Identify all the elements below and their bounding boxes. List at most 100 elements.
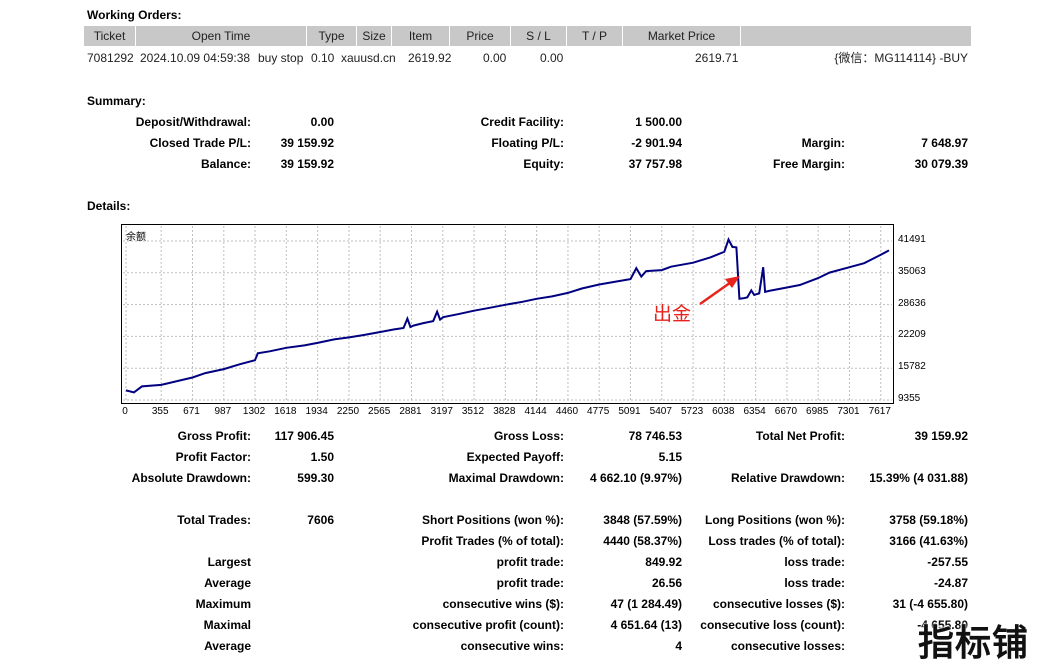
col-type[interactable]: Type xyxy=(307,26,357,46)
max-consecutive-wins-label: consecutive wins ($): xyxy=(442,597,564,611)
y-tick-label: 35063 xyxy=(898,265,926,277)
long-positions-label: Long Positions (won %): xyxy=(705,513,845,527)
balance-value: 39 159.92 xyxy=(280,157,334,171)
max-consecutive-losses-value: 31 (-4 655.80) xyxy=(892,597,968,611)
x-tick-label: 671 xyxy=(183,406,200,417)
order-sl: 0.00 xyxy=(483,51,507,65)
x-tick-label: 6354 xyxy=(743,406,766,417)
profit-factor-value: 1.50 xyxy=(310,450,334,464)
y-tick-label: 28636 xyxy=(898,297,926,309)
col-sl[interactable]: S / L xyxy=(511,26,567,46)
col-size[interactable]: Size xyxy=(357,26,392,46)
annotation-arrow xyxy=(699,276,740,306)
gross-profit-label: Gross Profit: xyxy=(177,429,251,443)
loss-trades-label: Loss trades (% of total): xyxy=(708,534,845,548)
max-consecutive-losses-label: consecutive losses ($): xyxy=(712,597,845,611)
avg-consecutive-losses-label: consecutive losses: xyxy=(730,639,845,653)
x-tick-label: 3512 xyxy=(461,406,485,417)
order-price: 2619.92 xyxy=(408,51,452,65)
relative-drawdown-label: Relative Drawdown: xyxy=(730,471,845,485)
absolute-drawdown-label: Absolute Drawdown: xyxy=(131,471,251,485)
largest-profit-label: profit trade: xyxy=(496,555,564,569)
summary-title: Summary: xyxy=(87,94,146,108)
profit-factor-label: Profit Factor: xyxy=(175,450,251,464)
maximal-consecutive-profit-label: consecutive profit (count): xyxy=(412,618,564,632)
col-comment[interactable] xyxy=(740,26,971,46)
total-net-profit-label: Total Net Profit: xyxy=(755,429,845,443)
order-comment: {微信：MG114114} -BUY xyxy=(834,51,968,65)
x-tick-label: 2565 xyxy=(368,406,391,417)
order-market-price: 2619.71 xyxy=(695,51,739,65)
floating-pl-value: -2 901.94 xyxy=(631,136,682,150)
closed-trade-pl-value: 39 159.92 xyxy=(280,136,334,150)
maximal-consecutive-profit-value: 4 651.64 (13) xyxy=(610,618,682,632)
expected-payoff-value: 5.15 xyxy=(658,450,682,464)
col-tp[interactable]: T / P xyxy=(567,26,623,46)
closed-trade-pl-label: Closed Trade P/L: xyxy=(149,136,251,150)
chart-legend: 余额 xyxy=(126,232,146,243)
profit-trades-value: 4440 (58.37%) xyxy=(603,534,682,548)
short-positions-value: 3848 (57.59%) xyxy=(603,513,682,527)
gross-loss-value: 78 746.53 xyxy=(628,429,682,443)
largest-loss-label: loss trade: xyxy=(784,555,845,569)
balance-chart: 余额 xyxy=(121,224,894,404)
col-item[interactable]: Item xyxy=(392,26,450,46)
x-tick-label: 4144 xyxy=(524,406,547,417)
free-margin-label: Free Margin: xyxy=(772,157,845,171)
working-orders-title: Working Orders: xyxy=(87,8,182,22)
total-net-profit-value: 39 159.92 xyxy=(914,429,968,443)
col-open-time[interactable]: Open Time xyxy=(136,26,307,46)
expected-payoff-label: Expected Payoff: xyxy=(466,450,564,464)
relative-drawdown-value: 15.39% (4 031.88) xyxy=(869,471,968,485)
maximal-label: Maximal xyxy=(203,618,251,632)
x-tick-label: 1934 xyxy=(305,406,328,417)
absolute-drawdown-value: 599.30 xyxy=(297,471,334,485)
details-title: Details: xyxy=(87,199,131,213)
order-open-time: 2024.10.09 04:59:38 xyxy=(140,51,251,65)
floating-pl-label: Floating P/L: xyxy=(491,136,564,150)
profit-trades-label: Profit Trades (% of total): xyxy=(421,534,564,548)
order-item: xauusd.cn xyxy=(341,51,396,65)
col-ticket[interactable]: Ticket xyxy=(84,26,136,46)
balance-chart-svg xyxy=(123,226,892,402)
x-tick-label: 4460 xyxy=(555,406,579,417)
gross-loss-label: Gross Loss: xyxy=(493,429,564,443)
order-size: 0.10 xyxy=(311,51,335,65)
x-tick-label: 6670 xyxy=(774,406,798,417)
avg-consecutive-wins-value: 4 xyxy=(675,639,682,653)
average-loss-label: loss trade: xyxy=(784,576,845,590)
table-row[interactable]: 7081292 2024.10.09 04:59:38 buy stop 0.1… xyxy=(84,49,971,67)
x-tick-label: 0 xyxy=(122,406,128,417)
total-trades-label: Total Trades: xyxy=(177,513,251,527)
credit-facility-value: 1 500.00 xyxy=(635,115,682,129)
equity-value: 37 757.98 xyxy=(628,157,682,171)
maximum-label: Maximum xyxy=(195,597,251,611)
average-profit-label: profit trade: xyxy=(496,576,564,590)
order-tp: 0.00 xyxy=(540,51,564,65)
margin-label: Margin: xyxy=(801,136,845,150)
average-consecutive-label: Average xyxy=(204,639,251,653)
x-tick-label: 7617 xyxy=(868,406,891,417)
maximal-consecutive-loss-label: consecutive loss (count): xyxy=(700,618,845,632)
short-positions-label: Short Positions (won %): xyxy=(422,513,564,527)
x-tick-label: 987 xyxy=(214,406,232,417)
free-margin-value: 30 079.39 xyxy=(914,157,968,171)
balance-label: Balance: xyxy=(200,157,251,171)
col-price[interactable]: Price xyxy=(450,26,511,46)
y-tick-label: 9355 xyxy=(898,393,921,404)
orders-table-header: Ticket Open Time Type Size Item Price S … xyxy=(84,26,971,46)
x-tick-label: 2881 xyxy=(399,406,422,417)
x-tick-label: 355 xyxy=(151,406,169,417)
x-tick-label: 6038 xyxy=(712,406,735,417)
x-tick-label: 5091 xyxy=(618,406,641,417)
col-market-price[interactable]: Market Price xyxy=(647,29,716,43)
average-loss-value: -24.87 xyxy=(933,576,968,590)
x-tick-label: 3828 xyxy=(493,406,516,417)
watermark-logo: 指标铺 xyxy=(918,622,1030,663)
total-trades-value: 7606 xyxy=(307,513,334,527)
gross-profit-value: 117 906.45 xyxy=(274,429,334,443)
max-consecutive-wins-value: 47 (1 284.49) xyxy=(610,597,682,611)
deposit-withdrawal-value: 0.00 xyxy=(310,115,334,129)
x-tick-label: 5723 xyxy=(680,406,704,417)
margin-value: 7 648.97 xyxy=(921,136,968,150)
